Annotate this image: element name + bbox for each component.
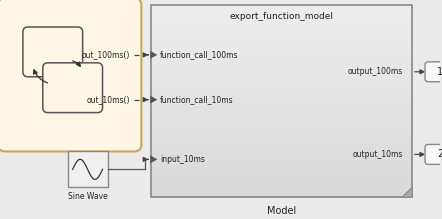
Bar <box>151 116 412 121</box>
Text: output_10ms: output_10ms <box>353 150 403 159</box>
Bar <box>151 111 412 116</box>
Bar <box>151 5 412 197</box>
Polygon shape <box>402 187 412 197</box>
Bar <box>151 101 412 107</box>
Text: 1: 1 <box>437 67 442 77</box>
Bar <box>151 183 412 188</box>
Bar <box>151 29 412 35</box>
Bar <box>151 63 412 68</box>
Bar <box>151 178 412 183</box>
Bar <box>151 24 412 30</box>
Bar <box>151 82 412 87</box>
Polygon shape <box>150 51 157 59</box>
Text: 2: 2 <box>437 149 442 159</box>
Bar <box>151 188 412 193</box>
Bar <box>151 67 412 73</box>
Bar <box>151 120 412 126</box>
Bar <box>151 193 412 198</box>
Bar <box>151 164 412 169</box>
Text: function_call_10ms: function_call_10ms <box>160 95 234 104</box>
Bar <box>151 154 412 159</box>
FancyBboxPatch shape <box>43 63 103 113</box>
FancyBboxPatch shape <box>425 145 442 164</box>
Bar <box>151 96 412 102</box>
Bar <box>151 77 412 83</box>
Text: output_100ms: output_100ms <box>348 67 403 76</box>
Text: input_10ms: input_10ms <box>160 155 205 164</box>
Bar <box>151 44 412 49</box>
Bar <box>151 19 412 25</box>
Bar <box>151 39 412 44</box>
FancyBboxPatch shape <box>23 27 83 77</box>
Bar <box>151 58 412 63</box>
FancyBboxPatch shape <box>0 0 141 151</box>
Bar <box>151 106 412 111</box>
Text: out_100ms(): out_100ms() <box>82 50 130 59</box>
Bar <box>151 72 412 78</box>
Text: export_function_model: export_function_model <box>230 12 334 21</box>
Bar <box>151 92 412 97</box>
Bar <box>68 151 107 187</box>
Bar <box>151 135 412 140</box>
Bar <box>151 159 412 164</box>
Bar <box>151 48 412 54</box>
Bar <box>151 173 412 179</box>
Bar <box>151 53 412 58</box>
Bar <box>151 130 412 135</box>
FancyBboxPatch shape <box>425 62 442 82</box>
Bar <box>151 168 412 174</box>
Bar <box>151 34 412 39</box>
Bar <box>151 15 412 20</box>
Bar <box>151 149 412 155</box>
Text: Sine Wave: Sine Wave <box>68 192 107 201</box>
Text: Model: Model <box>267 206 296 216</box>
Bar <box>151 5 412 11</box>
Bar <box>151 125 412 131</box>
Text: out_10ms(): out_10ms() <box>87 95 130 104</box>
Polygon shape <box>150 96 157 104</box>
Polygon shape <box>150 155 157 163</box>
Text: function_call_100ms: function_call_100ms <box>160 50 239 59</box>
Bar <box>151 140 412 145</box>
Bar <box>151 144 412 150</box>
Bar <box>151 87 412 92</box>
Bar <box>151 10 412 15</box>
